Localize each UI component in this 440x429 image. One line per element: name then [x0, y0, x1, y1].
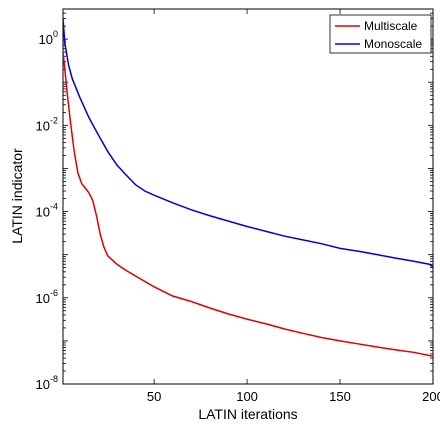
y-tick-label: 10-4: [36, 202, 58, 220]
x-tick-label: 100: [236, 389, 258, 404]
x-tick-label: 150: [329, 389, 351, 404]
x-axis-ticks: 50 100 150 200: [147, 9, 440, 404]
y-tick-label: 10-8: [36, 374, 58, 392]
series-line-multiscale: [63, 52, 433, 357]
y-axis-label: LATIN indicator: [9, 148, 25, 244]
x-tick-label: 50: [147, 389, 161, 404]
legend: Multiscale Monoscale: [329, 14, 432, 54]
y-tick-label: 10-6: [36, 288, 58, 306]
legend-box: [329, 14, 432, 54]
x-tick-label: 200: [422, 389, 440, 404]
legend-label-multiscale: Multiscale: [364, 19, 418, 33]
series-line-monoscale: [63, 18, 433, 268]
legend-label-monoscale: Monoscale: [364, 37, 422, 51]
series-lines: [63, 18, 433, 357]
y-tick-label: 10-2: [36, 115, 58, 133]
plot-area: [62, 8, 434, 385]
y-tick-label: 100: [39, 29, 58, 47]
x-axis-label: LATIN iterations: [198, 406, 297, 422]
